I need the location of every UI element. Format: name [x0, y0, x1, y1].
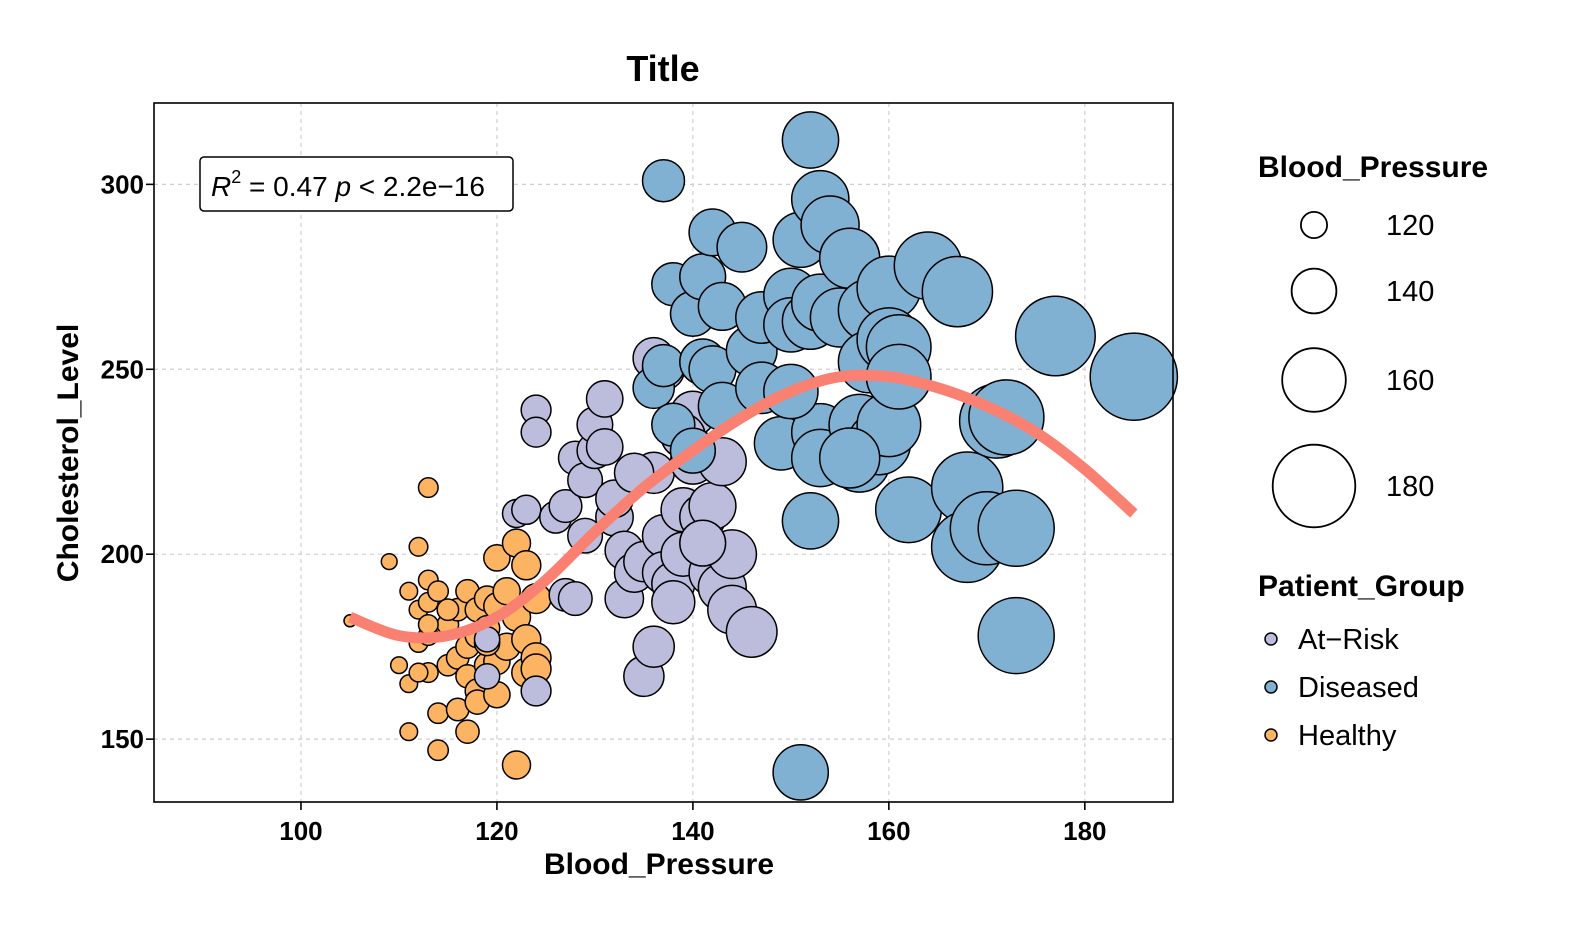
size-legend-circle — [1281, 347, 1347, 413]
x-axis-title: Blood_Pressure — [544, 848, 774, 881]
size-legend-title: Blood_Pressure — [1258, 151, 1488, 184]
r-superscript: 2 — [231, 167, 241, 187]
y-tick-label: 250 — [101, 354, 144, 384]
data-point — [427, 739, 450, 762]
data-point — [389, 656, 409, 675]
size-legend-circle — [1271, 443, 1357, 529]
data-point — [380, 552, 398, 571]
r-value: = 0.47 — [241, 171, 335, 202]
data-point — [977, 596, 1055, 675]
data-point — [641, 158, 686, 203]
data-point — [511, 494, 542, 526]
color-legend: Patient_Group At−Risk Diseased Healthy — [1258, 570, 1465, 752]
size-legend-label: 180 — [1386, 471, 1434, 503]
data-point — [417, 477, 439, 499]
color-legend-title: Patient_Group — [1258, 570, 1465, 603]
y-tick-label: 300 — [101, 169, 144, 199]
color-legend-swatch — [1264, 632, 1278, 646]
data-point — [772, 744, 830, 801]
size-legend-circle — [1290, 267, 1338, 315]
data-point — [1089, 332, 1179, 422]
size-legend: Blood_Pressure 120 140 160 180 — [1258, 151, 1488, 529]
color-legend-swatch — [1264, 680, 1278, 694]
color-legend-label: At−Risk — [1298, 624, 1399, 656]
trend-line — [347, 369, 1138, 644]
annotation-box — [199, 156, 514, 212]
color-legend-items: At−Risk Diseased Healthy — [1264, 624, 1419, 752]
size-legend-label: 160 — [1386, 365, 1434, 397]
x-tick-label: 180 — [1063, 816, 1106, 846]
data-point — [408, 662, 429, 683]
series-group — [632, 111, 1179, 801]
data-point — [1014, 295, 1096, 377]
size-legend-label: 140 — [1386, 276, 1434, 308]
data-point — [417, 613, 439, 636]
series-group — [473, 336, 778, 707]
data-point — [520, 675, 552, 707]
x-tick-label: 140 — [671, 816, 714, 846]
points-layer — [343, 111, 1179, 801]
color-legend-label: Diseased — [1298, 672, 1419, 704]
p-label: p — [334, 171, 351, 202]
data-point — [436, 598, 460, 622]
size-legend-items: 120 140 160 180 — [1271, 210, 1434, 529]
color-legend-label: Healthy — [1298, 720, 1397, 752]
x-tick-label: 160 — [867, 816, 910, 846]
data-point — [473, 662, 501, 690]
data-point — [585, 379, 624, 418]
data-point — [781, 492, 840, 550]
color-legend-swatch — [1264, 728, 1278, 742]
data-point — [427, 702, 450, 725]
data-point — [716, 221, 768, 273]
data-point — [501, 750, 532, 780]
data-point — [399, 722, 419, 742]
y-axis-title: Cholesterol_Level — [52, 324, 85, 582]
data-point — [548, 489, 583, 524]
data-point — [632, 625, 676, 669]
p-value: < 2.2e−16 — [351, 171, 485, 202]
data-point — [511, 550, 542, 581]
annotation-text: R2 = 0.47 p < 2.2e−16 — [211, 167, 485, 202]
data-point — [483, 544, 511, 572]
data-point — [818, 427, 881, 489]
data-point — [455, 719, 480, 745]
data-point — [977, 489, 1055, 568]
data-point — [399, 581, 419, 601]
size-legend-label: 120 — [1386, 210, 1434, 242]
y-tick-label: 200 — [101, 539, 144, 569]
stats-annotation: R2 = 0.47 p < 2.2e−16 — [199, 156, 514, 212]
x-tick-label: 120 — [475, 816, 518, 846]
data-point — [781, 111, 840, 169]
data-point — [641, 343, 686, 388]
y-tick-label: 150 — [101, 724, 144, 754]
x-tick-label: 100 — [279, 816, 322, 846]
ticks-layer: 100 120 140 160 180 150 200 250 300 — [101, 169, 1107, 846]
plot-border — [153, 102, 1174, 803]
data-point — [585, 428, 624, 466]
data-point — [921, 255, 994, 328]
data-point — [427, 580, 450, 603]
data-point — [408, 536, 429, 557]
data-point — [725, 605, 778, 658]
size-legend-circle — [1300, 210, 1329, 239]
chart-title: Title — [626, 48, 699, 89]
data-point — [679, 519, 727, 567]
data-point — [520, 416, 552, 448]
r-label: R — [211, 171, 231, 202]
data-point — [651, 580, 696, 625]
data-point — [557, 581, 593, 617]
